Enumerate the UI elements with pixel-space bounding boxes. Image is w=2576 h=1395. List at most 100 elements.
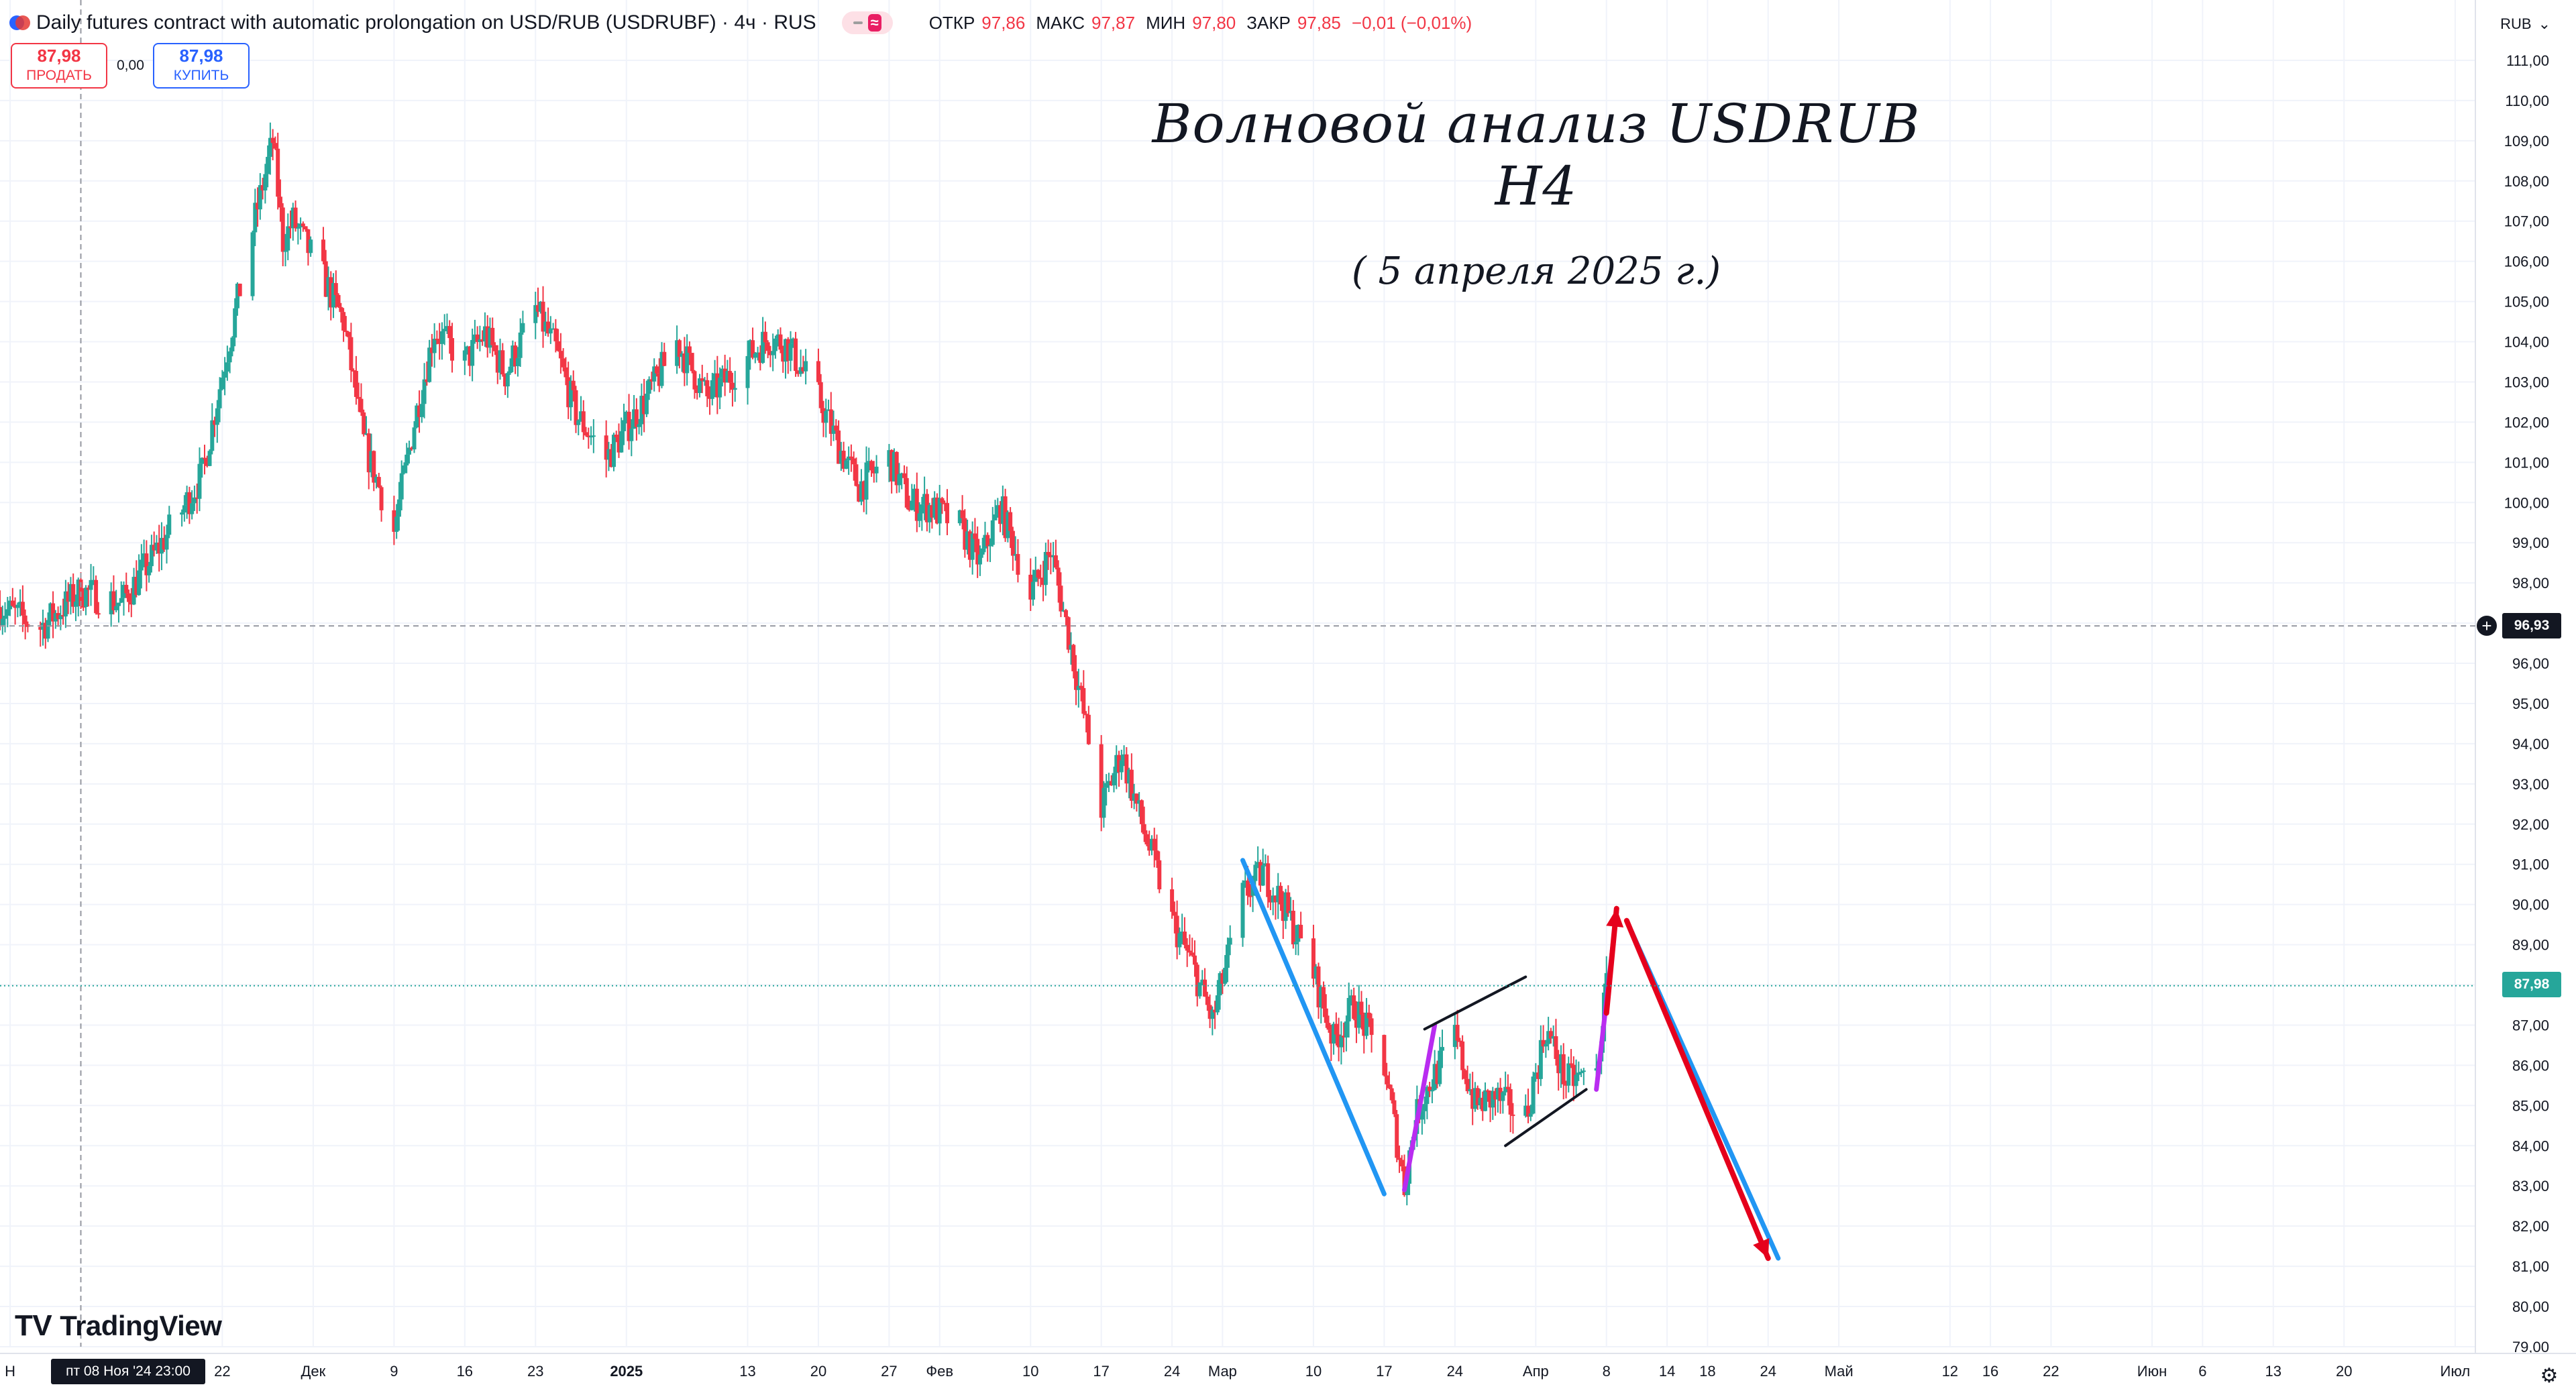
candle-body	[784, 339, 788, 362]
candle-body	[180, 512, 184, 515]
candle-body	[303, 226, 308, 229]
candle-body	[362, 412, 366, 435]
candle-body	[1354, 1019, 1358, 1028]
x-tick-label: 22	[2043, 1363, 2059, 1380]
candle-body	[66, 591, 70, 602]
candle-body	[1102, 787, 1106, 818]
candle-body	[1223, 968, 1228, 984]
candle-body	[1129, 769, 1134, 801]
candle-body	[1106, 781, 1111, 783]
candle-body	[775, 334, 780, 339]
candle-body	[1329, 1029, 1334, 1044]
candle-body	[695, 389, 700, 394]
candle-body	[1056, 567, 1061, 586]
candle-body	[230, 337, 235, 351]
settings-gear-icon[interactable]: ⚙	[2540, 1365, 2559, 1387]
x-tick-label: 9	[390, 1363, 398, 1380]
candle-body	[1243, 880, 1248, 883]
candle-body	[970, 533, 975, 560]
y-tick-label: 93,00	[2512, 776, 2549, 793]
candle-body	[818, 382, 823, 408]
candle-body	[1281, 904, 1285, 922]
buy-button[interactable]: 87,98 КУПИТЬ	[153, 43, 250, 89]
candle-body	[765, 342, 770, 351]
candle-body	[1465, 1078, 1470, 1092]
candle-body	[356, 396, 361, 399]
candle-body	[1289, 910, 1293, 913]
candle-body	[1579, 1072, 1584, 1074]
candle-body	[392, 510, 396, 532]
candle-body	[1081, 687, 1086, 714]
x-tick-label: 14	[1659, 1363, 1675, 1380]
candle-body	[1322, 987, 1326, 1009]
candle-body	[419, 404, 424, 417]
candle-body	[43, 622, 48, 639]
candle-body	[276, 148, 280, 197]
candle-body	[1066, 617, 1071, 650]
visibility-toggle[interactable]: ≈	[841, 11, 893, 34]
y-tick-label: 105,00	[2504, 294, 2549, 311]
chart-drawings	[1240, 858, 1781, 1262]
tradingview-watermark[interactable]: TV TradingView	[15, 1309, 222, 1343]
y-tick-label: 84,00	[2512, 1137, 2549, 1154]
candle-body	[68, 583, 73, 602]
candle-body	[804, 361, 808, 372]
candle-body	[543, 321, 548, 332]
candle-body	[609, 449, 614, 467]
candle-body	[1119, 760, 1124, 773]
candle-body	[109, 591, 113, 614]
candle-body	[990, 520, 995, 545]
candle-body	[712, 373, 717, 380]
add-alert-icon[interactable]: +	[2477, 616, 2497, 636]
candle-body	[227, 351, 232, 363]
annotation-date[interactable]: ( 5 апреля 2025 г.)	[1351, 249, 1721, 293]
candle-body	[1190, 952, 1195, 956]
candle-body	[53, 613, 58, 622]
candle-body	[1334, 1023, 1338, 1035]
candle-body	[538, 301, 543, 312]
annotation-title[interactable]: Волновой анализ USDRUB H4	[1152, 93, 1921, 217]
candle-body	[157, 543, 162, 554]
candle-body	[215, 408, 219, 425]
candle-body	[634, 409, 639, 427]
candle-body	[1556, 1058, 1561, 1074]
candle-body	[352, 370, 356, 372]
candle-body	[1399, 1160, 1404, 1167]
candle-body	[364, 433, 368, 435]
watermark-text: TradingView	[60, 1310, 222, 1341]
candle-body	[1127, 769, 1132, 784]
candle-body	[1225, 944, 1230, 968]
candle-body	[1569, 1063, 1574, 1065]
candle-body	[515, 357, 520, 366]
candle-body	[1425, 1086, 1430, 1105]
symbol-title[interactable]: Daily futures contract with automatic pr…	[36, 11, 816, 34]
candle-body	[1293, 942, 1298, 945]
candle-body	[1564, 1084, 1568, 1086]
candle-body	[649, 379, 654, 382]
candle-body	[346, 332, 351, 337]
candle-body	[3, 616, 7, 619]
close-value: 97,85	[1297, 12, 1341, 33]
candle-body	[84, 588, 89, 608]
y-tick-label: 99,00	[2512, 535, 2549, 551]
candle-body	[129, 602, 133, 605]
candle-body	[374, 477, 379, 483]
candle-body	[1213, 1009, 1218, 1013]
candle-body	[1458, 1040, 1462, 1042]
candle-body	[748, 340, 753, 356]
candle-body	[0, 618, 5, 626]
candle-body	[412, 427, 417, 450]
sell-button[interactable]: 87,98 ПРОДАТЬ	[11, 43, 107, 89]
ohlc-readout: ОТКР 97,86 МАКС 97,87 МИН 97,80 ЗАКР 97,85 −…	[929, 13, 1476, 34]
candle-body	[869, 461, 874, 471]
y-tick-label: 94,00	[2512, 736, 2549, 752]
candle-body	[1422, 1104, 1427, 1111]
candle-body	[1503, 1086, 1508, 1093]
candle-body	[1200, 979, 1205, 983]
candle-body	[399, 473, 404, 500]
candle-body	[1220, 973, 1225, 984]
candle-body	[323, 261, 328, 297]
currency-selector[interactable]: RUB ⌄	[2500, 11, 2551, 38]
candle-body	[907, 507, 912, 510]
